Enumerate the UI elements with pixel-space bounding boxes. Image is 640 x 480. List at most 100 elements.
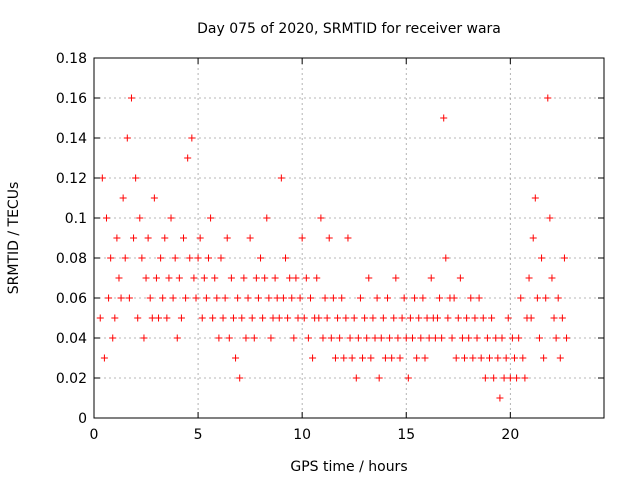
y-tick-label: 0.02 — [56, 371, 87, 387]
data-point — [100, 354, 108, 362]
data-point — [227, 274, 235, 282]
data-point — [408, 334, 416, 342]
data-point — [558, 314, 566, 322]
data-point — [113, 234, 121, 242]
chart-title: Day 075 of 2020, SRMTID for receiver war… — [197, 21, 501, 37]
y-tick-label: 0.04 — [56, 331, 87, 347]
data-point — [107, 254, 115, 262]
data-point — [115, 274, 123, 282]
data-point — [490, 374, 498, 382]
data-point — [313, 274, 321, 282]
data-point — [319, 334, 327, 342]
data-point — [198, 314, 206, 322]
data-point — [340, 354, 348, 362]
data-point — [292, 274, 300, 282]
data-point — [186, 254, 194, 262]
data-point — [525, 274, 533, 282]
data-point — [400, 294, 408, 302]
data-point — [180, 234, 188, 242]
data-point — [427, 274, 435, 282]
data-point — [298, 234, 306, 242]
data-point — [217, 254, 225, 262]
x-tick-label: 20 — [501, 427, 519, 443]
data-point — [315, 314, 323, 322]
data-point — [152, 274, 160, 282]
data-point — [177, 314, 185, 322]
data-point — [456, 274, 464, 282]
data-point — [508, 334, 516, 342]
data-point — [398, 314, 406, 322]
data-point — [544, 94, 552, 102]
data-point — [527, 314, 535, 322]
data-point — [473, 334, 481, 342]
data-point — [352, 374, 360, 382]
data-point — [109, 334, 117, 342]
data-point — [510, 354, 518, 362]
data-point — [273, 294, 281, 302]
data-point — [175, 274, 183, 282]
data-point — [282, 254, 290, 262]
data-point — [240, 274, 248, 282]
data-point — [225, 334, 233, 342]
data-point — [125, 294, 133, 302]
data-point — [252, 274, 260, 282]
data-point — [202, 294, 210, 302]
data-point — [323, 314, 331, 322]
data-point — [248, 314, 256, 322]
data-point — [496, 394, 504, 402]
data-point — [469, 354, 477, 362]
data-point — [167, 214, 175, 222]
data-point — [517, 294, 525, 302]
data-point — [450, 294, 458, 302]
data-point — [209, 314, 217, 322]
data-point — [388, 354, 396, 362]
data-point — [194, 254, 202, 262]
x-axis-label: GPS time / hours — [290, 459, 407, 475]
data-point — [257, 254, 265, 262]
data-point — [130, 234, 138, 242]
data-point — [506, 374, 514, 382]
data-point — [250, 334, 258, 342]
data-point — [96, 314, 104, 322]
y-tick-label: 0.14 — [56, 131, 87, 147]
data-point — [436, 294, 444, 302]
data-point — [215, 334, 223, 342]
data-point — [458, 334, 466, 342]
data-point — [223, 234, 231, 242]
data-point — [411, 294, 419, 302]
data-point — [356, 294, 364, 302]
data-point — [329, 294, 337, 302]
data-point — [259, 314, 267, 322]
y-tick-label: 0.18 — [56, 51, 87, 67]
data-point — [148, 314, 156, 322]
data-point — [342, 314, 350, 322]
data-point — [138, 254, 146, 262]
plot-frame — [93, 57, 605, 419]
data-point — [163, 314, 171, 322]
data-point — [117, 294, 125, 302]
data-point — [300, 314, 308, 322]
data-point — [213, 294, 221, 302]
data-point — [486, 354, 494, 362]
data-point — [144, 234, 152, 242]
data-point — [132, 174, 140, 182]
data-point — [375, 374, 383, 382]
x-tick-label: 5 — [194, 427, 203, 443]
data-point — [481, 374, 489, 382]
data-point — [204, 254, 212, 262]
data-point — [367, 354, 375, 362]
data-point — [321, 294, 329, 302]
y-tick-label: 0 — [78, 411, 87, 427]
data-point — [288, 294, 296, 302]
data-point — [488, 314, 496, 322]
data-point — [406, 314, 414, 322]
data-point — [169, 294, 177, 302]
data-point — [150, 194, 158, 202]
data-point — [463, 314, 471, 322]
data-point — [304, 334, 312, 342]
data-point — [404, 374, 412, 382]
data-point — [477, 354, 485, 362]
data-point — [563, 334, 571, 342]
data-point — [246, 234, 254, 242]
data-point — [284, 314, 292, 322]
